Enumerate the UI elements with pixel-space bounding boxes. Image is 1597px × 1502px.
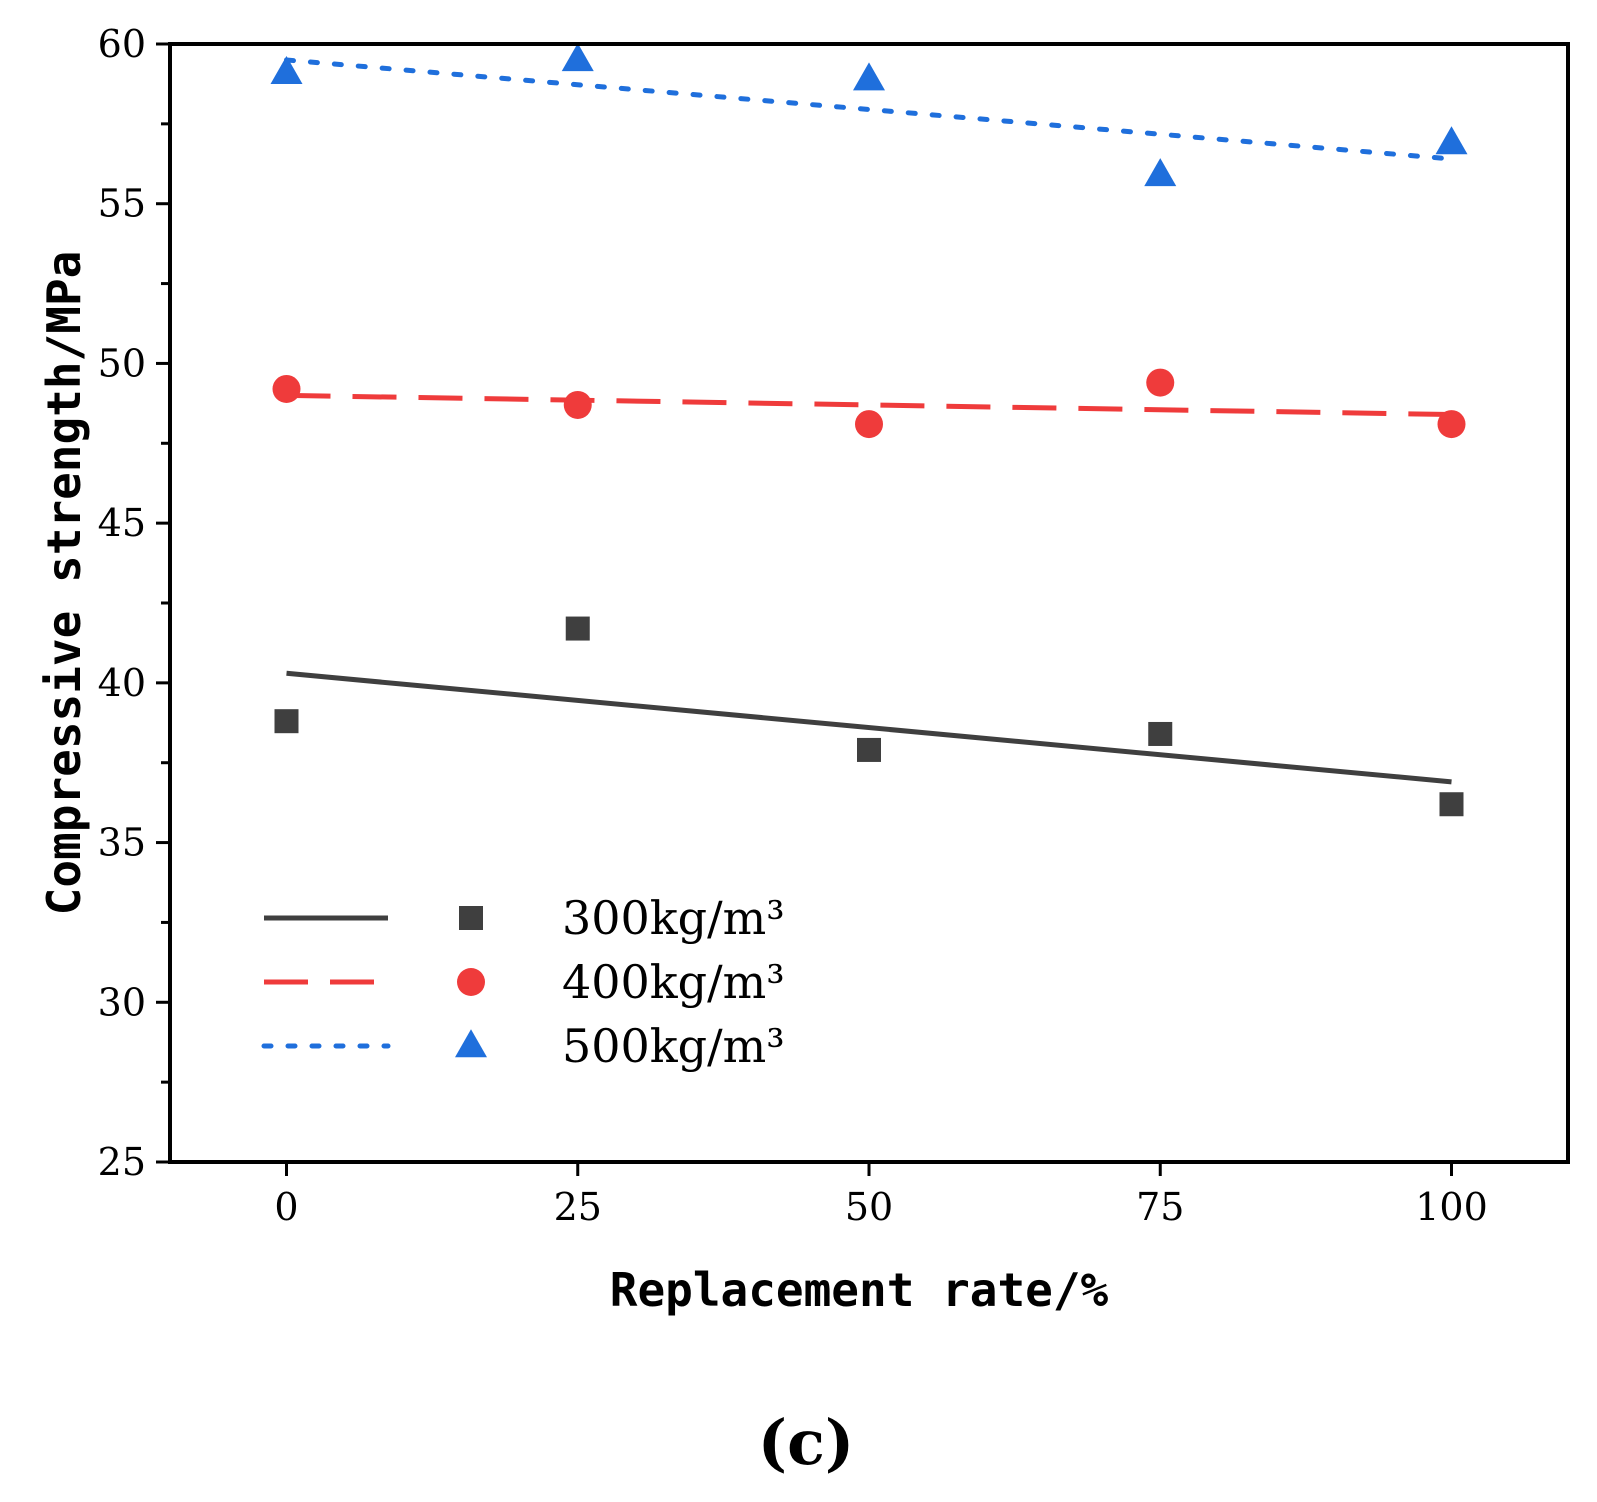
point-series1-1 (565, 616, 590, 641)
y-tick-label: 60 (98, 22, 146, 66)
x-axis: 0 25 50 75 100 (274, 1162, 1488, 1229)
point-series2-3 (1146, 368, 1175, 397)
x-tick-label: 25 (554, 1185, 602, 1229)
point-series1-3 (1148, 721, 1173, 746)
point-series2-0 (272, 374, 301, 403)
fit-line-3 (284, 57, 1454, 162)
y-axis: 25 30 35 40 45 50 55 60 (98, 22, 170, 1184)
plot-frame (168, 42, 1570, 1164)
y-tick-label: 30 (98, 980, 146, 1024)
x-tick-label: 75 (1136, 1185, 1184, 1229)
legend-label-1: 300kg/m³ (562, 891, 785, 945)
data-markers (270, 43, 1468, 817)
point-series1-4 (1439, 792, 1464, 817)
point-series1-0 (274, 709, 299, 734)
point-series2-2 (855, 410, 883, 439)
point-series3-0 (270, 55, 303, 84)
point-series2-4 (1437, 410, 1466, 439)
fit-lines (284, 57, 1454, 785)
point-series2-1 (563, 390, 592, 419)
x-axis-title: Replacement rate/% (610, 1263, 1109, 1317)
y-tick-label: 40 (98, 661, 146, 705)
y-tick-label: 50 (98, 341, 146, 385)
y-tick-label: 25 (98, 1140, 146, 1184)
legend-marker-3 (455, 1029, 487, 1058)
legend-marker-1 (459, 906, 483, 930)
legend-label-3: 500kg/m³ (562, 1019, 785, 1073)
y-tick-label: 45 (98, 501, 146, 545)
y-tick-label: 55 (98, 182, 146, 226)
point-series3-3 (1144, 158, 1177, 187)
point-series1-2 (857, 737, 881, 762)
x-tick-label: 100 (1415, 1185, 1488, 1229)
y-tick-label: 35 (98, 821, 146, 865)
point-series3-2 (853, 62, 885, 91)
point-series3-4 (1435, 126, 1468, 155)
fit-line-1 (286, 670, 1452, 785)
x-tick-label: 0 (274, 1185, 298, 1229)
legend-marker-2 (457, 968, 485, 996)
x-tick-label: 50 (845, 1185, 893, 1229)
panel-label: (c) (758, 1406, 854, 1479)
point-series3-1 (561, 43, 594, 72)
legend-label-2: 400kg/m³ (562, 955, 785, 1009)
legend: 300kg/m³ 400kg/m³ 500kg/m³ (261, 891, 785, 1073)
y-axis-title: Compressive strength/MPa (37, 251, 91, 916)
